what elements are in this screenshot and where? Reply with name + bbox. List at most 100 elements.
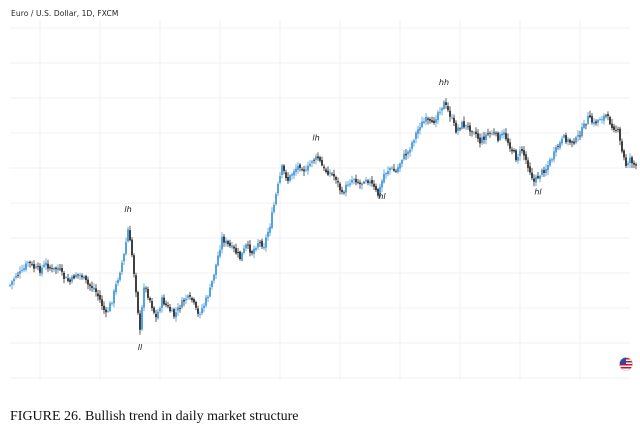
candle-body	[267, 232, 269, 237]
candle-body	[33, 264, 35, 269]
candle-body	[305, 169, 307, 171]
candle-body	[113, 290, 115, 304]
chart-grid	[10, 20, 630, 380]
candle-body	[571, 141, 573, 143]
candle-body	[355, 178, 357, 183]
candle-body	[393, 168, 395, 171]
candle-body	[415, 132, 417, 139]
candle-body	[145, 287, 147, 289]
candle-body	[39, 266, 41, 273]
candle-body	[365, 179, 367, 182]
candle-body	[281, 165, 283, 175]
candle-body	[509, 142, 511, 149]
candle-body	[175, 312, 177, 318]
candle-body	[599, 119, 601, 121]
candle-body	[409, 149, 411, 153]
candle-body	[581, 127, 583, 137]
candle-body	[371, 180, 373, 184]
candle-body	[357, 181, 359, 183]
candle-body	[243, 248, 245, 253]
candle-body	[321, 160, 323, 166]
candle-body	[141, 307, 143, 330]
candle-body	[59, 268, 61, 270]
structure-label-hh: hh	[439, 78, 449, 87]
candle-body	[75, 274, 77, 278]
candle-body	[449, 110, 451, 117]
candle-body	[231, 245, 233, 248]
candle-body	[61, 268, 63, 272]
candle-body	[395, 170, 397, 172]
candle-body	[515, 150, 517, 161]
candle-body	[81, 275, 83, 278]
candle-body	[501, 133, 503, 136]
candle-body	[423, 121, 425, 123]
candle-body	[471, 131, 473, 133]
candle-body	[95, 288, 97, 292]
candle-body	[421, 121, 423, 128]
candle-body	[279, 176, 281, 183]
candle-body	[115, 284, 117, 292]
candle-body	[517, 156, 519, 161]
candle-body	[553, 151, 555, 160]
candle-body	[359, 182, 361, 184]
candle-body	[589, 115, 591, 118]
candle-body	[319, 157, 321, 161]
candlestick-series	[9, 98, 637, 335]
candle-body	[187, 295, 189, 298]
candle-body	[563, 135, 565, 138]
candle-body	[465, 125, 467, 127]
us-flag-icon[interactable]	[619, 357, 633, 371]
candle-body	[217, 255, 219, 266]
candle-body	[325, 169, 327, 172]
candle-body	[283, 165, 285, 171]
candle-body	[79, 275, 81, 276]
candle-body	[531, 172, 533, 179]
candle-body	[497, 132, 499, 141]
candle-body	[567, 139, 569, 142]
candle-body	[527, 160, 529, 168]
candle-body	[209, 287, 211, 297]
candle-body	[559, 142, 561, 148]
candle-body	[107, 311, 109, 312]
candle-body	[23, 268, 25, 270]
candle-body	[625, 157, 627, 166]
candle-body	[629, 157, 631, 163]
candle-body	[239, 251, 241, 259]
candle-body	[533, 178, 535, 182]
candle-body	[583, 123, 585, 128]
candle-body	[485, 134, 487, 140]
candle-body	[337, 181, 339, 183]
candle-body	[195, 302, 197, 308]
candle-body	[481, 137, 483, 144]
candle-body	[165, 303, 167, 306]
candle-body	[601, 119, 603, 121]
candle-body	[131, 239, 133, 256]
candle-body	[435, 119, 437, 123]
candle-body	[523, 150, 525, 156]
candle-body	[445, 102, 447, 105]
candle-body	[467, 126, 469, 128]
candle-body	[295, 168, 297, 172]
candle-body	[367, 180, 369, 183]
candle-body	[475, 131, 477, 134]
candle-body	[193, 299, 195, 303]
candle-body	[77, 274, 79, 276]
candle-body	[451, 117, 453, 119]
candle-body	[339, 183, 341, 191]
candle-body	[633, 162, 635, 165]
candle-body	[237, 252, 239, 254]
candle-body	[457, 127, 459, 131]
structure-label-hl: hl	[534, 188, 542, 197]
candle-body	[139, 313, 141, 330]
candle-body	[539, 175, 541, 179]
candle-body	[461, 121, 463, 129]
candle-body	[17, 274, 19, 276]
candle-body	[389, 168, 391, 171]
candle-body	[609, 117, 611, 125]
candle-body	[613, 126, 615, 130]
candle-body	[385, 173, 387, 175]
candle-body	[407, 151, 409, 155]
candle-body	[229, 242, 231, 246]
candle-body	[249, 244, 251, 253]
candle-body	[353, 179, 355, 181]
